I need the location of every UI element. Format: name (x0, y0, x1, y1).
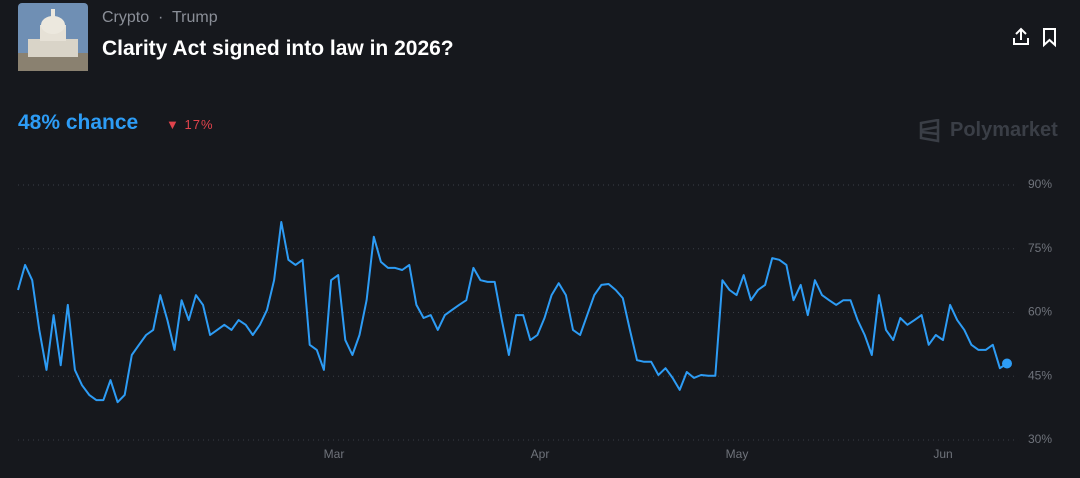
y-tick-label: 60% (1028, 305, 1052, 319)
share-button[interactable] (1013, 27, 1029, 45)
x-tick-label: Mar (324, 447, 345, 461)
brand-name: Polymarket (950, 119, 1058, 141)
bookmark-button[interactable] (1043, 28, 1056, 48)
x-tick-label: May (726, 447, 749, 461)
y-tick-label: 75% (1028, 241, 1052, 255)
chance-change: ▼ 17% (166, 117, 214, 132)
y-tick-label: 90% (1028, 177, 1052, 191)
y-tick-label: 45% (1028, 368, 1052, 382)
brand-logo (919, 119, 940, 143)
category[interactable]: Trump (171, 9, 218, 26)
chance-label: 48% chance (18, 111, 139, 134)
market-image (18, 3, 88, 71)
change-value: 17% (184, 117, 214, 132)
separator: · (153, 9, 168, 26)
actions (1013, 27, 1056, 48)
breadcrumb: Crypto · Trump (102, 9, 218, 27)
x-tick-label: Apr (531, 447, 550, 461)
x-tick-label: Jun (933, 447, 952, 461)
price-line (17, 221, 1008, 404)
current-point (1002, 358, 1012, 369)
market-title: Clarity Act signed into law in 2026? (102, 37, 454, 60)
down-icon: ▼ (166, 117, 185, 132)
y-tick-label: 30% (1028, 432, 1052, 446)
category[interactable]: Crypto (102, 9, 150, 26)
